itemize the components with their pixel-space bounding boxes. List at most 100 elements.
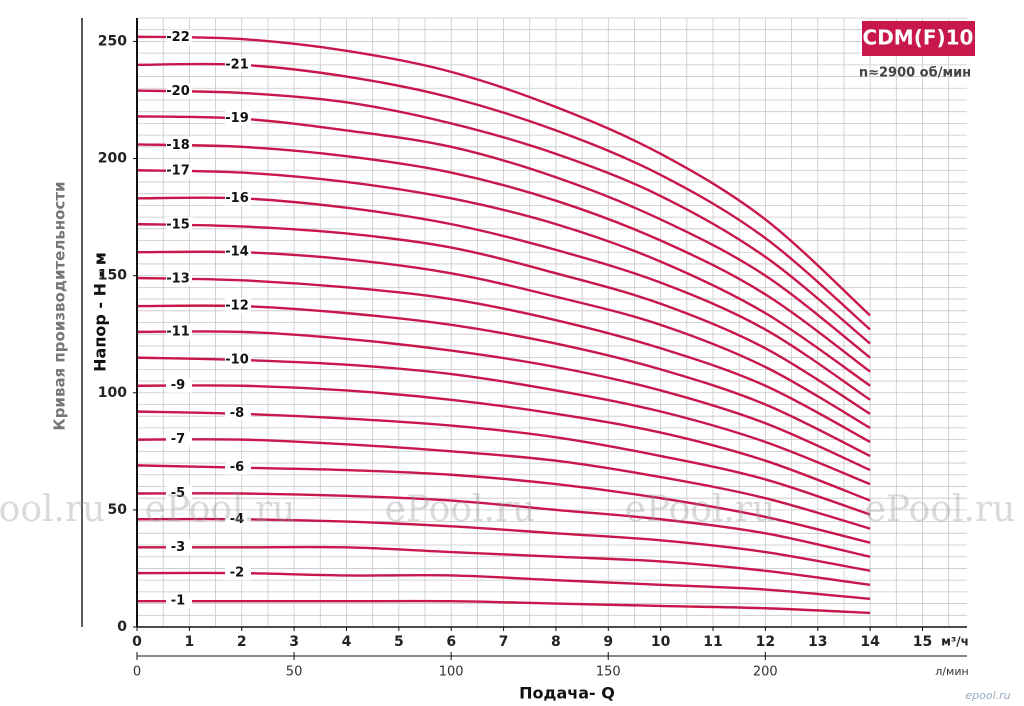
curve-label: -7 <box>171 432 185 447</box>
curve-label: -21 <box>225 57 249 72</box>
pump-curve <box>136 438 871 530</box>
watermark: ePool.ru <box>0 489 105 530</box>
y-tick-label: 250 <box>98 33 127 49</box>
pump-curve <box>136 169 871 387</box>
curve-label: -8 <box>230 406 244 421</box>
label-bg <box>225 511 251 527</box>
x-tick-label: 1 <box>184 634 194 650</box>
x-axis-label: Подача- Q <box>519 684 615 703</box>
y-tick-label: 100 <box>98 385 127 401</box>
title-box <box>862 21 975 56</box>
pump-curve <box>137 545 871 587</box>
label-bg <box>166 217 192 233</box>
subtitle: n≈2900 об/мин <box>859 66 971 81</box>
x2-tick-label: 50 <box>286 665 303 680</box>
x-tick-label: 10 <box>651 634 671 650</box>
pump-curve <box>136 35 871 317</box>
pump-curve <box>136 384 871 502</box>
logo: epool.ru <box>965 689 1010 702</box>
x2-tick-label: 200 <box>753 665 778 680</box>
label-bg <box>166 377 192 393</box>
pump-curve <box>136 492 871 558</box>
pump-curve <box>136 143 871 373</box>
curve-label: -20 <box>166 84 190 99</box>
watermark: ePool.ru <box>625 489 776 530</box>
pump-curve <box>136 304 871 458</box>
curve-label: -5 <box>171 486 185 501</box>
pump-curve <box>136 571 871 601</box>
pump-curve <box>136 62 871 331</box>
curve-label: -6 <box>230 460 244 475</box>
curve-label: -19 <box>225 111 249 126</box>
x2-tick-label: 0 <box>133 665 141 680</box>
label-bg <box>225 459 251 475</box>
side-label: Кривая производительности <box>51 181 69 430</box>
pump-curve <box>136 115 871 359</box>
x-tick-label: 8 <box>551 634 561 650</box>
pump-curve <box>136 517 871 572</box>
pump-curve <box>136 222 871 415</box>
curve-label: -10 <box>225 352 249 367</box>
curve-label: -13 <box>166 271 190 286</box>
x-tick-label: 15 <box>913 634 932 650</box>
label-bg <box>225 190 251 206</box>
pump-curve <box>136 356 871 486</box>
y-tick-label: 0 <box>117 619 127 635</box>
pump-curve <box>136 250 871 429</box>
curve-label: -1 <box>171 594 185 609</box>
curve-label: -17 <box>166 164 190 179</box>
y-tick-label: 150 <box>98 268 127 284</box>
label-bg <box>166 539 192 555</box>
label-bg <box>166 485 192 501</box>
curve-label: -12 <box>225 299 249 314</box>
x-tick-label: 7 <box>499 634 509 650</box>
curve-label: -15 <box>166 218 190 233</box>
watermarks: ePool.ru ePool.ru ePool.ru ePool.ru ePool.ru <box>0 489 1015 530</box>
x2-unit: л/мин <box>935 665 968 678</box>
watermark: ePool.ru <box>145 489 296 530</box>
pump-curve <box>136 330 871 472</box>
x2-tick-label: 150 <box>596 665 621 680</box>
x-tick-label: 13 <box>808 634 827 650</box>
x-tick-label: 2 <box>237 634 247 650</box>
pump-curve <box>136 410 871 516</box>
curves: -1 -2 -3 -4 -5 -6 -7 -8 -9 -10 -11 -12 -13 -14 -15 -16 -… <box>136 29 871 615</box>
x-tick-label: 11 <box>703 634 722 650</box>
x-tick-label: 5 <box>394 634 404 650</box>
curve-label: -2 <box>230 566 244 581</box>
chart-title: CDM(F)10 <box>863 26 974 50</box>
x-tick-label: 0 <box>132 634 142 650</box>
label-bg <box>166 431 192 447</box>
curve-label: -18 <box>166 138 190 153</box>
x-unit: м³/ч <box>941 635 969 649</box>
pump-curve <box>136 196 871 401</box>
label-bg <box>225 565 251 581</box>
label-bg <box>225 405 251 421</box>
curve-label: -22 <box>166 30 190 45</box>
x-tick-label: 6 <box>446 634 456 650</box>
label-bg <box>166 83 192 99</box>
label-bg <box>225 244 251 260</box>
x-tick-label: 12 <box>756 634 775 650</box>
curve-label: -4 <box>230 512 244 527</box>
label-bg <box>225 56 251 72</box>
label-bg <box>225 110 251 126</box>
watermark: ePool.ru <box>865 489 1016 530</box>
x-tick-label: 3 <box>289 634 299 650</box>
curve-label: -11 <box>166 324 190 339</box>
pump-curve <box>137 599 871 615</box>
x-tick-label: 4 <box>342 634 352 650</box>
curve-label: -14 <box>225 245 249 260</box>
label-bg <box>166 270 192 286</box>
label-bg <box>166 29 192 45</box>
curve-label: -9 <box>171 378 185 393</box>
x2-tick-label: 100 <box>439 665 464 680</box>
label-bg <box>225 351 251 367</box>
y-axis-label: Напор - H - м <box>91 252 110 372</box>
pump-curve <box>136 464 871 544</box>
pump-curve <box>136 276 871 444</box>
watermark: ePool.ru <box>385 489 536 530</box>
curve-label: -16 <box>225 191 249 206</box>
label-bg <box>166 323 192 339</box>
